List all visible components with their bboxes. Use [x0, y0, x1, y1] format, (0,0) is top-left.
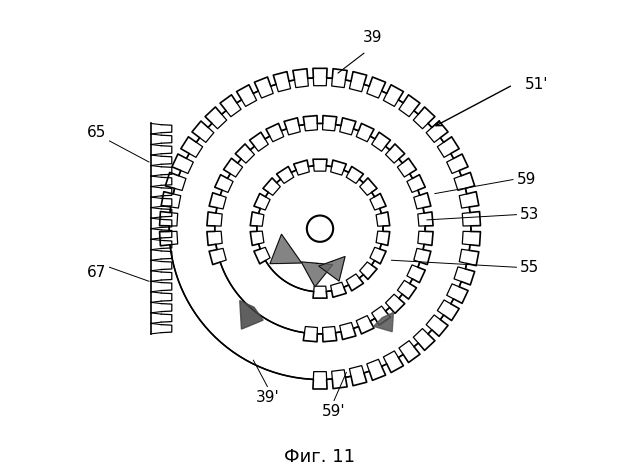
Text: 55: 55	[520, 260, 539, 275]
Text: Фиг. 11: Фиг. 11	[285, 448, 355, 466]
Text: 67: 67	[86, 265, 106, 280]
Text: 53: 53	[520, 207, 540, 222]
Polygon shape	[240, 301, 263, 329]
Polygon shape	[270, 234, 301, 264]
Text: 51': 51'	[525, 77, 548, 92]
Text: 39: 39	[363, 29, 382, 45]
Polygon shape	[374, 313, 394, 332]
Text: 59': 59'	[322, 404, 346, 419]
Text: 65: 65	[86, 125, 106, 140]
Text: 59: 59	[516, 172, 536, 187]
Polygon shape	[301, 262, 333, 287]
Text: 39': 39'	[255, 390, 279, 405]
Polygon shape	[319, 256, 345, 281]
